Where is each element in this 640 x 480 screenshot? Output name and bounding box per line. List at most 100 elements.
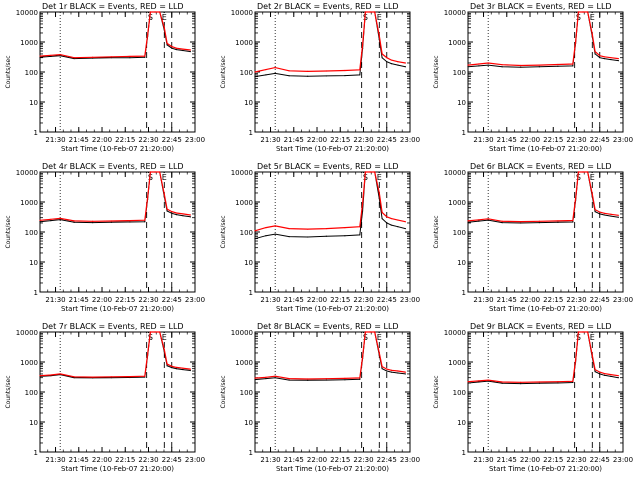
marker-bg xyxy=(588,333,597,341)
data-point xyxy=(487,379,489,381)
y-axis-label: Counts/sec xyxy=(5,215,12,248)
data-point xyxy=(404,227,406,230)
data-point xyxy=(390,59,393,61)
data-point xyxy=(386,57,388,59)
series-line-lld xyxy=(39,331,191,378)
series-line-lld xyxy=(254,331,406,380)
y-tick-label: 100 xyxy=(453,69,466,77)
x-tick-label: 21:30 xyxy=(473,456,493,464)
marker-e: E xyxy=(590,13,595,22)
data-point xyxy=(39,56,41,58)
data-point xyxy=(381,368,383,370)
data-point xyxy=(175,214,178,216)
x-tick-label: 22:15 xyxy=(543,456,563,464)
y-tick-label: 10000 xyxy=(231,329,253,337)
data-point xyxy=(325,379,327,381)
x-tick-label: 22:00 xyxy=(520,296,540,304)
x-tick-label: 21:45 xyxy=(497,296,517,304)
data-point xyxy=(144,56,146,58)
data-point xyxy=(386,368,388,370)
data-point xyxy=(487,218,489,220)
y-tick-label: 10000 xyxy=(16,9,38,17)
x-tick-label: 22:30 xyxy=(566,296,586,304)
marker-bg xyxy=(588,13,597,21)
data-point xyxy=(73,376,75,378)
x-tick-label: 22:00 xyxy=(92,296,112,304)
data-point xyxy=(520,221,522,223)
data-point xyxy=(390,217,393,220)
panel-title: Det 7r BLACK = Events, RED = LLD xyxy=(42,322,184,331)
y-tick-label: 1 xyxy=(462,129,466,137)
data-point xyxy=(572,381,574,384)
data-point xyxy=(265,69,267,71)
series-line-lld xyxy=(254,171,406,232)
x-tick-label: 21:45 xyxy=(69,136,89,144)
data-point xyxy=(487,380,489,382)
data-point xyxy=(144,221,146,223)
x-axis-label: Start Time (10-Feb-07 21:20:00) xyxy=(61,305,174,313)
data-point xyxy=(501,381,503,383)
data-point xyxy=(265,227,267,229)
data-point xyxy=(274,375,276,377)
data-point xyxy=(591,33,593,35)
data-point xyxy=(344,74,346,77)
data-point xyxy=(610,375,612,378)
data-point xyxy=(171,212,173,214)
y-tick-label: 1000 xyxy=(235,39,253,47)
data-point xyxy=(254,76,256,78)
data-point xyxy=(381,57,383,59)
panel-det7: Det 7r BLACK = Events, RED = LLD 1 10 100 10… xyxy=(5,322,205,473)
x-tick-label: 22:45 xyxy=(590,296,610,304)
data-point xyxy=(325,70,327,72)
marker-bg xyxy=(588,173,597,181)
marker-bg xyxy=(160,173,169,181)
data-point xyxy=(254,377,256,379)
x-tick-label: 22:30 xyxy=(138,456,158,464)
data-point xyxy=(254,238,256,240)
data-point xyxy=(344,227,346,229)
data-point xyxy=(149,171,151,173)
data-point xyxy=(59,55,61,57)
x-tick-label: 23:00 xyxy=(185,296,205,304)
data-point xyxy=(467,220,469,222)
y-tick-label: 10000 xyxy=(444,9,466,17)
data-point xyxy=(587,331,589,333)
data-point xyxy=(166,42,168,44)
x-tick-label: 21:30 xyxy=(45,296,65,304)
x-tick-label: 22:30 xyxy=(138,296,158,304)
y-tick-label: 10000 xyxy=(444,329,466,337)
x-axis-label: Start Time (10-Feb-07 21:20:00) xyxy=(61,145,174,153)
data-point xyxy=(175,47,178,49)
y-tick-label: 100 xyxy=(453,229,466,237)
data-point xyxy=(171,210,173,213)
y-tick-label: 10 xyxy=(457,99,466,107)
data-point xyxy=(50,374,52,376)
data-point xyxy=(617,377,619,379)
y-tick-label: 1 xyxy=(249,129,253,137)
x-tick-label: 21:30 xyxy=(260,456,280,464)
y-tick-label: 10000 xyxy=(444,169,466,177)
data-point xyxy=(265,235,267,237)
data-point xyxy=(50,55,52,58)
data-point xyxy=(274,72,276,74)
data-point xyxy=(361,356,364,358)
data-point xyxy=(378,352,380,354)
data-point xyxy=(594,210,596,213)
data-point xyxy=(182,215,184,217)
panel-title: Det 9r BLACK = Events, RED = LLD xyxy=(470,322,612,331)
data-point xyxy=(487,219,489,221)
y-axis-label: Counts/sec xyxy=(220,215,227,248)
x-tick-label: 22:45 xyxy=(162,136,182,144)
data-point xyxy=(582,171,584,173)
data-point xyxy=(110,220,112,222)
data-point xyxy=(361,44,364,46)
data-point xyxy=(538,382,540,384)
data-point xyxy=(397,226,399,228)
data-point xyxy=(374,331,376,333)
data-point xyxy=(92,222,94,224)
data-point xyxy=(166,208,168,210)
data-point xyxy=(189,49,191,51)
data-point xyxy=(397,64,399,66)
data-point xyxy=(146,353,149,355)
data-point xyxy=(594,50,596,53)
